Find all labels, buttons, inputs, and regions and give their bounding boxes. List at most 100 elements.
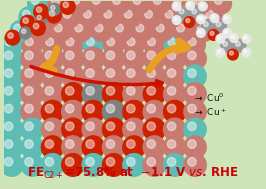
Circle shape xyxy=(62,154,84,176)
Circle shape xyxy=(179,9,184,14)
Circle shape xyxy=(86,122,94,131)
Circle shape xyxy=(86,51,94,60)
Circle shape xyxy=(216,34,225,43)
Circle shape xyxy=(223,42,228,46)
Circle shape xyxy=(45,87,54,95)
Circle shape xyxy=(1,47,23,70)
Circle shape xyxy=(115,24,123,32)
Circle shape xyxy=(127,104,135,113)
Circle shape xyxy=(106,51,115,60)
Circle shape xyxy=(21,136,43,159)
Circle shape xyxy=(150,0,171,14)
Circle shape xyxy=(1,118,23,141)
Circle shape xyxy=(221,39,233,52)
Circle shape xyxy=(188,69,196,77)
Circle shape xyxy=(153,0,161,4)
Circle shape xyxy=(22,34,42,55)
Circle shape xyxy=(143,154,165,176)
Circle shape xyxy=(41,100,64,123)
Circle shape xyxy=(45,122,54,131)
Circle shape xyxy=(153,21,173,41)
Circle shape xyxy=(62,118,84,141)
Circle shape xyxy=(102,83,125,105)
Circle shape xyxy=(1,65,23,88)
Circle shape xyxy=(133,0,141,4)
Circle shape xyxy=(5,51,13,60)
Circle shape xyxy=(172,2,181,11)
Circle shape xyxy=(86,140,94,148)
Circle shape xyxy=(31,21,51,41)
Circle shape xyxy=(106,157,115,166)
Circle shape xyxy=(39,7,60,28)
Circle shape xyxy=(19,27,31,39)
Circle shape xyxy=(22,29,26,33)
Circle shape xyxy=(65,51,74,60)
Circle shape xyxy=(62,136,84,159)
Circle shape xyxy=(143,100,165,123)
Circle shape xyxy=(86,157,94,166)
Circle shape xyxy=(156,24,164,32)
Circle shape xyxy=(164,154,186,176)
Circle shape xyxy=(45,69,54,77)
Circle shape xyxy=(41,154,64,176)
Circle shape xyxy=(127,122,135,131)
Circle shape xyxy=(106,69,115,77)
Circle shape xyxy=(45,104,54,113)
Circle shape xyxy=(141,7,162,28)
Circle shape xyxy=(124,34,144,55)
Circle shape xyxy=(123,47,145,70)
Circle shape xyxy=(233,39,246,52)
Circle shape xyxy=(217,36,221,39)
Circle shape xyxy=(80,7,101,28)
Circle shape xyxy=(71,21,92,41)
Circle shape xyxy=(164,47,186,70)
Circle shape xyxy=(72,0,80,4)
Circle shape xyxy=(89,0,109,14)
Circle shape xyxy=(123,100,145,123)
Circle shape xyxy=(124,10,132,18)
Circle shape xyxy=(184,154,206,176)
Circle shape xyxy=(229,51,234,55)
Circle shape xyxy=(14,24,22,32)
Circle shape xyxy=(172,16,181,25)
Circle shape xyxy=(106,122,115,131)
Circle shape xyxy=(188,51,196,60)
Circle shape xyxy=(143,47,165,70)
Circle shape xyxy=(174,0,182,4)
Circle shape xyxy=(47,8,61,23)
Circle shape xyxy=(65,140,74,148)
Circle shape xyxy=(127,87,135,95)
Circle shape xyxy=(184,118,206,141)
Circle shape xyxy=(173,21,194,41)
Circle shape xyxy=(65,69,74,77)
Circle shape xyxy=(52,0,59,4)
Circle shape xyxy=(188,38,196,46)
Circle shape xyxy=(202,7,223,28)
Circle shape xyxy=(217,50,221,53)
Circle shape xyxy=(41,118,64,141)
Circle shape xyxy=(25,122,33,131)
Circle shape xyxy=(10,21,31,41)
Circle shape xyxy=(102,136,125,159)
Circle shape xyxy=(210,14,219,22)
Circle shape xyxy=(144,34,165,55)
Circle shape xyxy=(184,17,195,27)
Circle shape xyxy=(34,4,48,19)
Circle shape xyxy=(198,16,201,20)
Circle shape xyxy=(45,157,54,166)
Circle shape xyxy=(5,122,13,131)
Circle shape xyxy=(174,3,177,7)
Circle shape xyxy=(177,7,190,20)
Circle shape xyxy=(86,69,94,77)
Circle shape xyxy=(123,154,145,176)
Circle shape xyxy=(123,83,145,105)
Circle shape xyxy=(242,48,251,57)
Circle shape xyxy=(200,17,203,21)
Circle shape xyxy=(164,100,186,123)
Circle shape xyxy=(49,11,55,16)
Circle shape xyxy=(164,65,186,88)
Circle shape xyxy=(184,83,206,105)
Circle shape xyxy=(51,5,55,10)
Circle shape xyxy=(216,48,225,57)
Circle shape xyxy=(5,104,13,113)
